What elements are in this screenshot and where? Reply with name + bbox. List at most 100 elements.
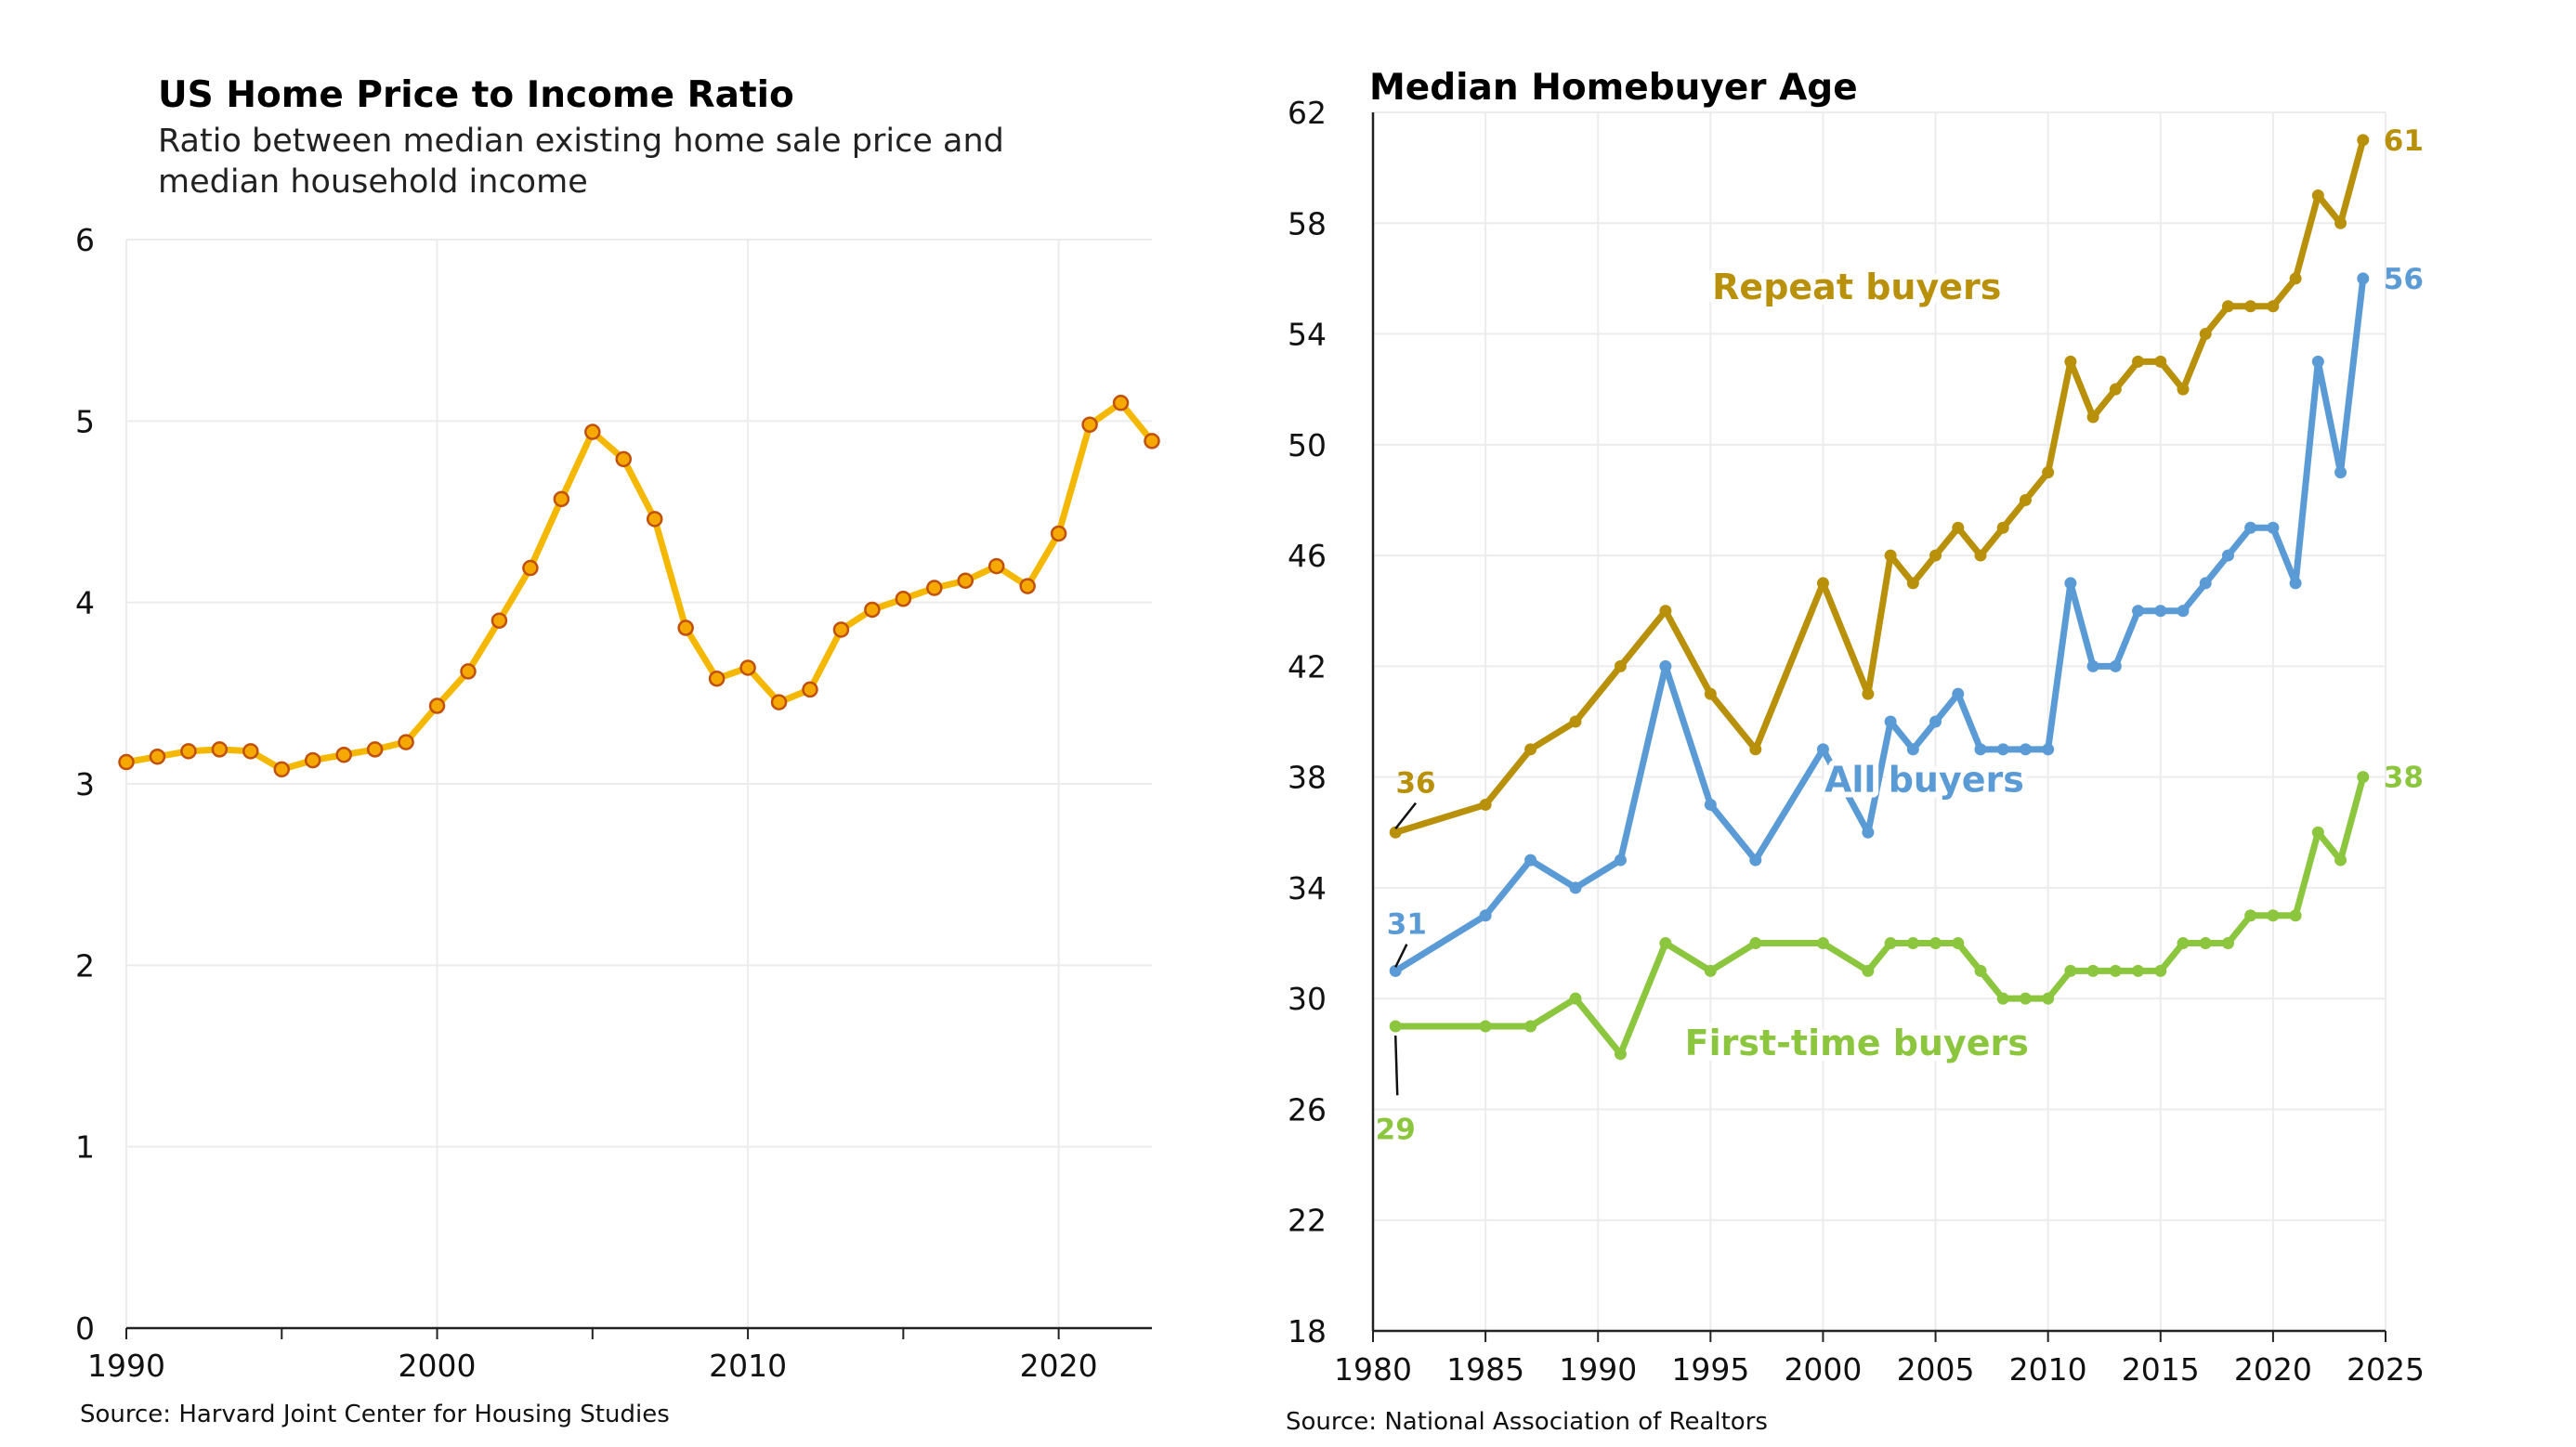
- ratio-data-point: [242, 743, 259, 760]
- all-buyers-data-point: [1906, 743, 1919, 756]
- repeat-buyers-series-label: Repeat buyers: [1712, 267, 2001, 307]
- ratio-data-point: [646, 511, 663, 528]
- repeat-buyers-data-point: [1884, 549, 1897, 562]
- repeat-buyers-data-point: [2086, 411, 2099, 424]
- right-chart-title: Median Homebuyer Age: [1369, 67, 1858, 109]
- ratio-data-point: [926, 580, 943, 596]
- right-chart-panel: Median Homebuyer Age Source: National As…: [1236, 0, 2576, 1447]
- ratio-data-point: [398, 734, 414, 750]
- ratio-data-point: [957, 572, 974, 589]
- repeat-buyers-data-point: [2267, 300, 2280, 313]
- first-time-buyers-data-point: [1816, 937, 1829, 950]
- x-tick-label: 2010: [709, 1348, 787, 1384]
- left-chart-subtitle: Ratio between median existing home sale …: [158, 121, 1004, 202]
- repeat-buyers-end-label: 61: [2384, 124, 2424, 158]
- all-buyers-data-point: [2132, 605, 2145, 618]
- all-buyers-series-label: All buyers: [1824, 760, 2024, 801]
- x-tick-label: 2025: [2347, 1351, 2425, 1388]
- ratio-data-point: [522, 559, 539, 577]
- all-buyers-data-point: [1862, 826, 1875, 839]
- first-time-buyers-data-point: [1524, 1020, 1537, 1033]
- y-tick-label: 0: [75, 1310, 95, 1347]
- all-buyers-data-point: [1389, 964, 1402, 977]
- y-tick-label: 4: [75, 585, 95, 621]
- ratio-data-point: [832, 621, 850, 638]
- repeat-buyers-data-point: [1704, 687, 1717, 700]
- all-buyers-data-point: [1704, 798, 1717, 811]
- ratio-data-point: [180, 743, 197, 760]
- repeat-buyers-data-point: [1816, 577, 1829, 590]
- all-buyers-data-point: [2357, 272, 2370, 285]
- ratio-series-line: [123, 399, 1156, 773]
- repeat-buyers-data-point: [1749, 743, 1762, 756]
- ratio-data-point: [864, 601, 881, 619]
- ratio-data-point: [584, 424, 601, 440]
- all-buyers-data-point: [2019, 743, 2032, 756]
- first-time-buyers-data-point: [2154, 964, 2167, 977]
- repeat-buyers-data-point: [1952, 521, 1965, 534]
- first-time-buyers-data-point: [2334, 854, 2347, 867]
- y-tick-label: 46: [1288, 538, 1327, 574]
- first-time-buyers-data-point: [2267, 909, 2280, 922]
- first-time-buyers-data-point: [2244, 909, 2257, 922]
- all-buyers-data-point: [1996, 743, 2009, 756]
- first-time-buyers-data-point: [2042, 992, 2055, 1005]
- ratio-data-point: [677, 619, 694, 636]
- all-buyers-data-point: [1974, 743, 1987, 756]
- first-time-buyers-data-point: [1389, 1020, 1402, 1033]
- all-buyers-data-point: [2154, 605, 2167, 618]
- all-buyers-start-label: 31: [1387, 908, 1427, 942]
- x-tick-label: 2020: [1020, 1348, 1098, 1384]
- repeat-buyers-data-point: [2244, 300, 2257, 313]
- all-buyers-data-point: [1479, 909, 1492, 922]
- first-time-buyers-data-point: [2199, 937, 2212, 950]
- first-time-buyers-data-point: [2064, 964, 2077, 977]
- y-tick-label: 50: [1288, 427, 1327, 463]
- repeat-buyers-data-point: [1659, 605, 1672, 618]
- first-time-buyers-start-leader-line: [1393, 1035, 1399, 1096]
- repeat-buyers-line: [1392, 137, 2367, 836]
- left-chart-source: Source: Harvard Joint Center for Housing…: [80, 1401, 670, 1428]
- first-time-buyers-data-point: [1614, 1048, 1627, 1061]
- all-buyers-data-point: [2042, 743, 2055, 756]
- first-time-buyers-data-point: [1974, 964, 1987, 977]
- ratio-data-point: [1144, 433, 1160, 450]
- first-time-buyers-data-point: [2357, 771, 2370, 784]
- first-time-buyers-data-point: [1659, 937, 1672, 950]
- repeat-buyers-data-point: [2199, 328, 2212, 341]
- ratio-data-point: [739, 659, 756, 676]
- first-time-buyers-data-point: [1479, 1020, 1492, 1033]
- all-buyers-data-point: [2221, 549, 2234, 562]
- repeat-buyers-data-point: [2357, 134, 2370, 147]
- first-time-buyers-data-point: [2109, 964, 2122, 977]
- ratio-data-point: [708, 670, 726, 687]
- first-time-buyers-series-label: First-time buyers: [1685, 1023, 2029, 1063]
- y-tick-label: 26: [1288, 1091, 1327, 1128]
- y-tick-label: 1: [75, 1129, 95, 1166]
- y-tick-label: 3: [75, 766, 95, 802]
- repeat-buyers-data-point: [1614, 659, 1627, 672]
- y-tick-label: 54: [1288, 317, 1327, 353]
- ratio-data-point: [366, 741, 384, 758]
- first-time-buyers-start-label: 29: [1376, 1113, 1416, 1146]
- repeat-buyers-data-point: [1996, 521, 2009, 534]
- ratio-data-point: [335, 746, 352, 763]
- x-tick-label: 1985: [1446, 1351, 1524, 1388]
- y-tick-label: 5: [75, 403, 95, 439]
- y-tick-label: 42: [1288, 648, 1327, 684]
- repeat-buyers-data-point: [2064, 355, 2077, 368]
- ratio-data-point: [553, 490, 570, 508]
- all-buyers-data-point: [1659, 659, 1672, 672]
- first-time-buyers-data-point: [1569, 992, 1582, 1005]
- all-buyers-data-point: [2109, 659, 2122, 672]
- repeat-buyers-data-point: [2019, 493, 2032, 506]
- all-buyers-data-point: [2177, 605, 2190, 618]
- all-buyers-data-point: [2244, 521, 2257, 534]
- first-time-buyers-end-label: 38: [2384, 762, 2424, 795]
- ratio-data-point: [490, 612, 508, 629]
- x-tick-label: 1990: [87, 1348, 165, 1384]
- ratio-data-point: [987, 557, 1005, 575]
- x-tick-label: 1995: [1671, 1351, 1749, 1388]
- repeat-buyers-data-point: [1974, 549, 1987, 562]
